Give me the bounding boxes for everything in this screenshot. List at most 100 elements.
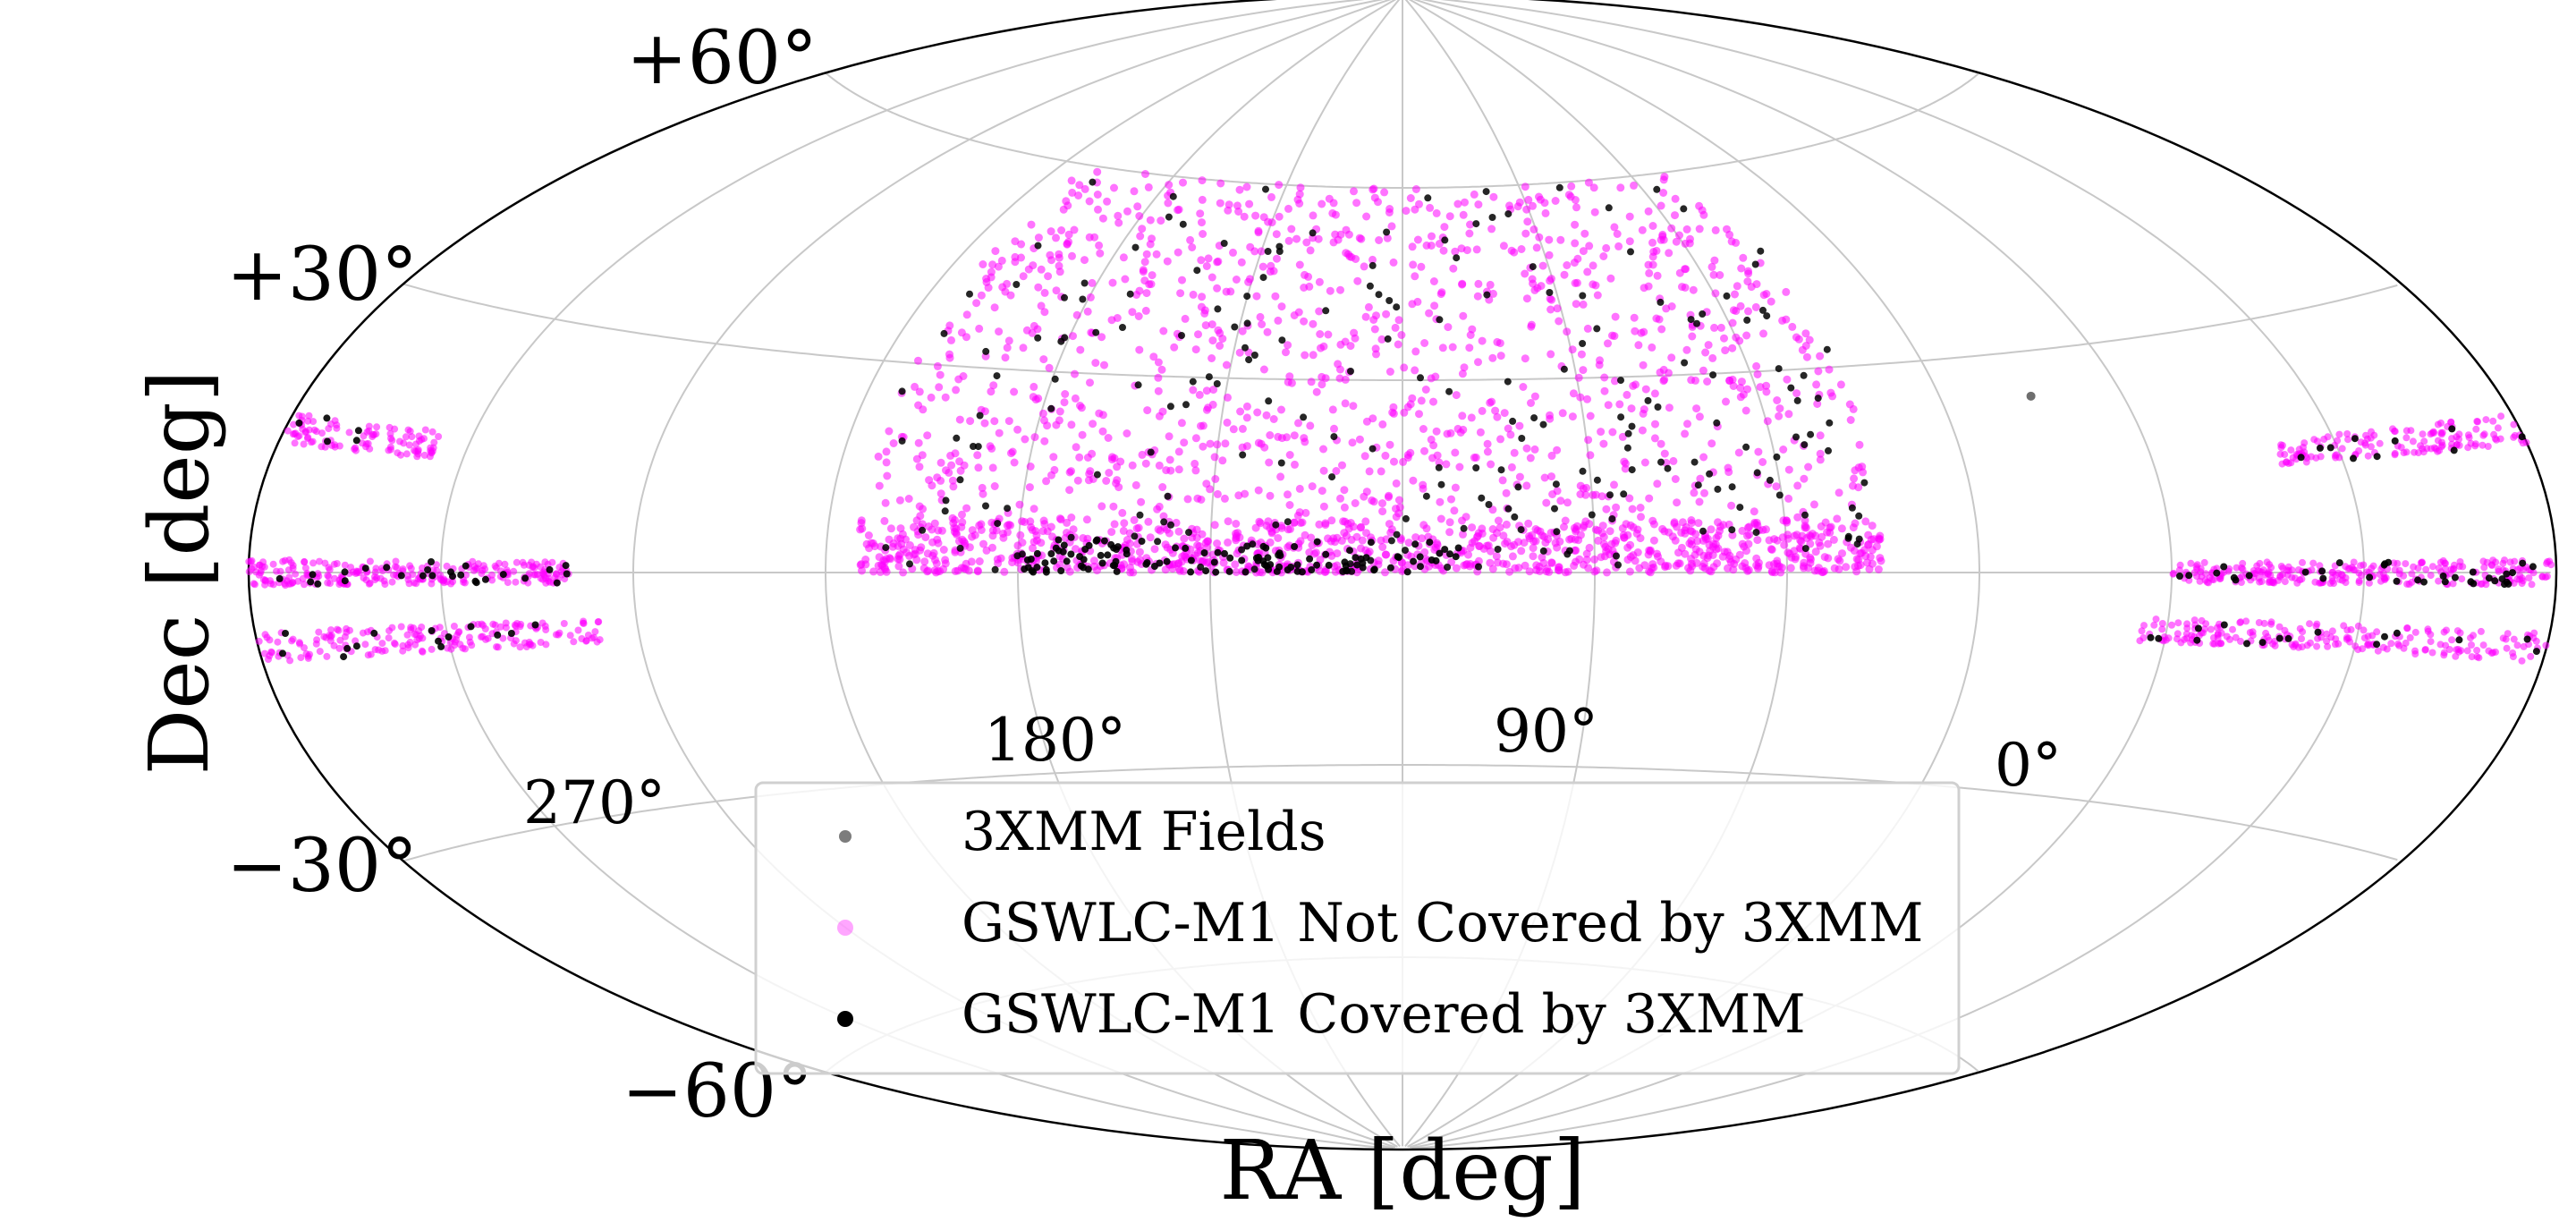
not-covered-point xyxy=(1055,250,1063,259)
not-covered-point xyxy=(1630,313,1639,322)
not-covered-point xyxy=(1196,209,1205,218)
not-covered-point xyxy=(1067,176,1076,185)
not-covered-point xyxy=(1744,565,1753,574)
not-covered-point xyxy=(1483,439,1492,448)
not-covered-point xyxy=(1177,419,1186,428)
covered-point xyxy=(1736,504,1744,512)
not-covered-point xyxy=(1321,567,1330,576)
not-covered-point xyxy=(1568,412,1577,421)
not-covered-point xyxy=(895,496,904,505)
not-covered-point xyxy=(941,556,950,564)
covered-point xyxy=(1844,532,1852,540)
not-covered-point xyxy=(1596,356,1604,365)
not-covered-point xyxy=(1547,472,1555,481)
covered-point xyxy=(2450,446,2458,454)
not-covered-point xyxy=(1466,220,1474,229)
not-covered-point xyxy=(1197,302,1206,311)
not-covered-point xyxy=(1024,265,1033,274)
not-covered-point xyxy=(1319,445,1327,454)
not-covered-point xyxy=(1419,425,1428,433)
not-covered-point xyxy=(1351,334,1360,343)
not-covered-point xyxy=(1653,479,1662,488)
not-covered-point xyxy=(2276,450,2284,458)
not-covered-point xyxy=(1010,458,1019,467)
not-covered-point xyxy=(2249,628,2257,636)
not-covered-point xyxy=(1835,564,1843,573)
covered-point xyxy=(435,637,442,645)
not-covered-point xyxy=(1806,539,1815,548)
not-covered-point xyxy=(1667,224,1676,233)
not-covered-point xyxy=(1659,365,1668,374)
covered-point xyxy=(1213,380,1221,387)
not-covered-point xyxy=(1502,520,1511,529)
not-covered-point xyxy=(512,637,520,645)
not-covered-point xyxy=(1505,201,1513,210)
not-covered-point xyxy=(1476,428,1485,437)
not-covered-point xyxy=(1435,240,1444,248)
not-covered-point xyxy=(1657,557,1665,566)
not-covered-point xyxy=(1752,280,1761,289)
covered-point xyxy=(1416,553,1424,561)
not-covered-point xyxy=(1378,543,1387,551)
not-covered-point xyxy=(1114,211,1123,220)
not-covered-point xyxy=(1417,262,1426,271)
not-covered-point xyxy=(949,482,958,491)
not-covered-point xyxy=(1069,332,1077,341)
legend-marker-not-covered xyxy=(837,920,853,936)
not-covered-point xyxy=(1284,490,1292,499)
covered-point xyxy=(1142,560,1150,568)
not-covered-point xyxy=(1793,513,1802,522)
not-covered-point xyxy=(1657,235,1665,244)
not-covered-point xyxy=(1372,350,1380,359)
not-covered-point xyxy=(1034,283,1043,292)
not-covered-point xyxy=(1751,302,1760,311)
covered-point xyxy=(397,572,405,580)
not-covered-point xyxy=(1236,407,1245,416)
not-covered-point xyxy=(1080,256,1089,265)
not-covered-point xyxy=(1398,567,1407,575)
not-covered-point xyxy=(1309,319,1318,328)
y-axis-title: Dec [deg] xyxy=(131,370,227,776)
not-covered-point xyxy=(1451,448,1460,457)
not-covered-point xyxy=(2527,652,2535,660)
not-covered-point xyxy=(1616,183,1625,192)
not-covered-point xyxy=(1095,241,1104,250)
not-covered-point xyxy=(1206,485,1215,494)
not-covered-point xyxy=(1579,300,1588,309)
not-covered-point xyxy=(1216,328,1224,337)
not-covered-point xyxy=(1284,236,1293,245)
covered-point xyxy=(1539,547,1547,555)
not-covered-point xyxy=(1170,343,1179,352)
not-covered-point xyxy=(322,633,330,641)
not-covered-point xyxy=(1556,235,1565,244)
covered-point xyxy=(1437,480,1445,488)
not-covered-point xyxy=(2140,634,2148,641)
covered-point xyxy=(953,434,961,442)
covered-point xyxy=(1628,422,1636,430)
not-covered-point xyxy=(1073,476,1082,485)
covered-point xyxy=(1653,185,1661,193)
not-covered-point xyxy=(2442,559,2449,567)
not-covered-point xyxy=(1378,507,1387,516)
not-covered-point xyxy=(894,562,903,571)
not-covered-point xyxy=(882,447,891,456)
not-covered-point xyxy=(361,641,369,649)
not-covered-point xyxy=(1436,514,1445,523)
covered-point xyxy=(1517,526,1525,534)
covered-point xyxy=(324,437,331,446)
not-covered-point xyxy=(1130,187,1139,196)
not-covered-point xyxy=(1645,494,1654,503)
not-covered-point xyxy=(1744,307,1752,316)
not-covered-point xyxy=(1040,288,1049,297)
not-covered-point xyxy=(1742,331,1751,340)
not-covered-point xyxy=(1465,344,1474,352)
not-covered-point xyxy=(1775,404,1784,413)
not-covered-point xyxy=(365,427,373,435)
not-covered-point xyxy=(2152,615,2160,624)
not-covered-point xyxy=(1672,561,1681,570)
not-covered-point xyxy=(1738,526,1747,535)
not-covered-point xyxy=(1362,212,1371,221)
not-covered-point xyxy=(1583,324,1592,333)
not-covered-point xyxy=(1119,526,1128,535)
not-covered-point xyxy=(1636,504,1645,512)
